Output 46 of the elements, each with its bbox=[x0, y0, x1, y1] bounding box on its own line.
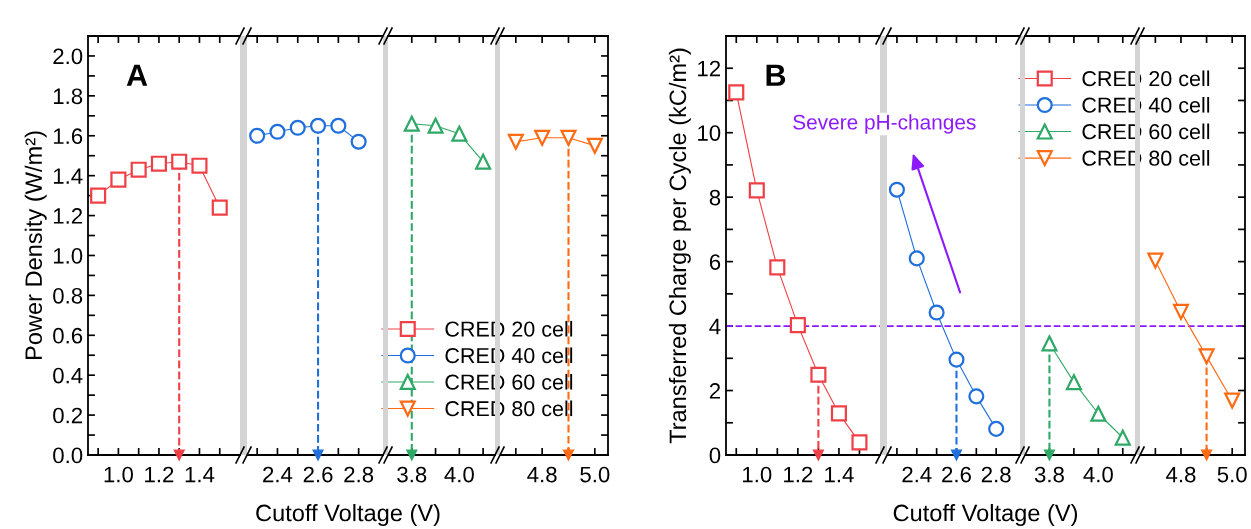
y-tick-label: 2.0 bbox=[53, 48, 83, 65]
y-tick-label: 0.6 bbox=[53, 327, 83, 344]
x-tick-label: 3.8 bbox=[1034, 466, 1064, 483]
y-tick-label: 12 bbox=[698, 60, 721, 77]
y-tick-label: 1.0 bbox=[53, 248, 83, 264]
x-tick-label: 1.2 bbox=[784, 466, 813, 483]
y-axis-title: Power Density (W/m²) bbox=[24, 131, 47, 359]
x-tick-label: 4.8 bbox=[527, 466, 557, 483]
y-tick-label: 1.6 bbox=[53, 128, 83, 145]
x-tick-label: 1.4 bbox=[825, 466, 854, 483]
x-tick-label: 5.0 bbox=[580, 466, 610, 483]
y-tick-label: 1.8 bbox=[53, 88, 83, 105]
y-tick-label: 1.2 bbox=[53, 208, 83, 224]
y-tick-label: 2 bbox=[709, 383, 721, 399]
y-axis-title: Transferred Charge per Cycle (kC/m²) bbox=[668, 48, 691, 444]
x-tick-label: 4.8 bbox=[1166, 466, 1196, 483]
y-tick-label: 1.4 bbox=[53, 168, 83, 184]
x-tick-label: 4.0 bbox=[444, 466, 474, 483]
text: B bbox=[766, 64, 786, 86]
y-tick-label: 4 bbox=[709, 318, 721, 335]
legend-label: CRED 20 cell bbox=[445, 320, 573, 337]
x-tick-label: 2.4 bbox=[263, 466, 293, 483]
text: A bbox=[126, 64, 148, 86]
x-tick-label: 3.8 bbox=[397, 466, 427, 483]
x-axis-title: Cutoff Voltage (V) bbox=[893, 503, 1078, 527]
x-tick-label: 4.0 bbox=[1083, 466, 1113, 483]
annotation: Severe pH-changes bbox=[793, 114, 976, 134]
y-tick-label: 8 bbox=[709, 189, 721, 206]
y-tick-label: 0.2 bbox=[53, 407, 83, 424]
x-tick-label: 1.4 bbox=[185, 466, 215, 483]
x-tick-label: 2.8 bbox=[344, 466, 374, 483]
x-axis-title: Cutoff Voltage (V) bbox=[256, 503, 440, 527]
y-tick-label: 6 bbox=[709, 254, 721, 270]
y-tick-label: 10 bbox=[698, 125, 721, 141]
x-tick-label: 1.0 bbox=[104, 466, 133, 483]
y-tick-label: 0 bbox=[709, 447, 721, 464]
y-tick-label: 0.8 bbox=[53, 287, 83, 304]
x-tick-label: 1.2 bbox=[145, 466, 174, 483]
x-tick-label: 1.0 bbox=[743, 466, 772, 483]
y-tick-label: 0.0 bbox=[53, 447, 83, 464]
x-tick-label: 2.4 bbox=[902, 466, 932, 483]
x-tick-label: 2.6 bbox=[303, 466, 333, 483]
x-tick-label: 2.8 bbox=[981, 466, 1011, 483]
x-tick-label: 5.0 bbox=[1217, 466, 1247, 483]
x-tick-label: 2.6 bbox=[942, 466, 971, 483]
y-tick-label: 0.4 bbox=[53, 367, 83, 384]
